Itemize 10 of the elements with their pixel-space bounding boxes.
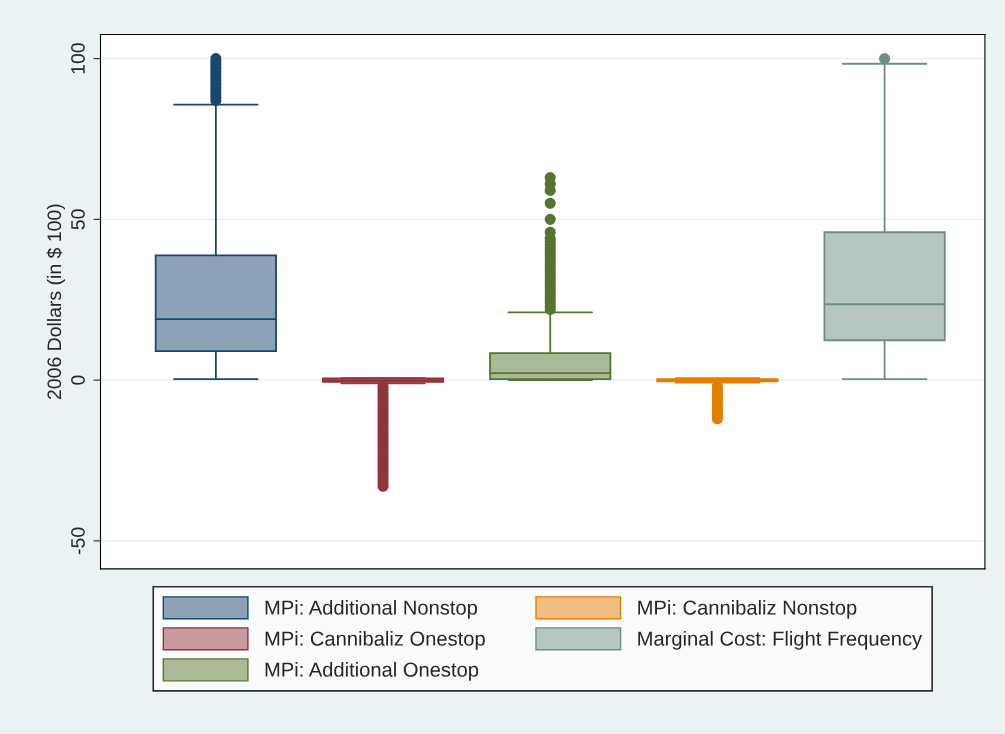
legend-label: MPi: Cannibaliz Nonstop (638, 599, 857, 619)
legend-label: MPi: Cannibaliz Onestop (265, 630, 485, 650)
y-tick-label: 50 (71, 209, 85, 230)
legend-label: MPi: Additional Onestop (265, 662, 479, 681)
legend-label: Marginal Cost: Flight Frequency (638, 630, 923, 650)
y-tick-label: 100 (71, 43, 85, 74)
y-tick-label: -50 (71, 527, 85, 555)
y-tick-label: 0 (71, 375, 85, 385)
legend-label: MPi: Additional Nonstop (265, 599, 477, 619)
y-axis-title: 2006 Dollars (in $ 100) (46, 204, 65, 400)
